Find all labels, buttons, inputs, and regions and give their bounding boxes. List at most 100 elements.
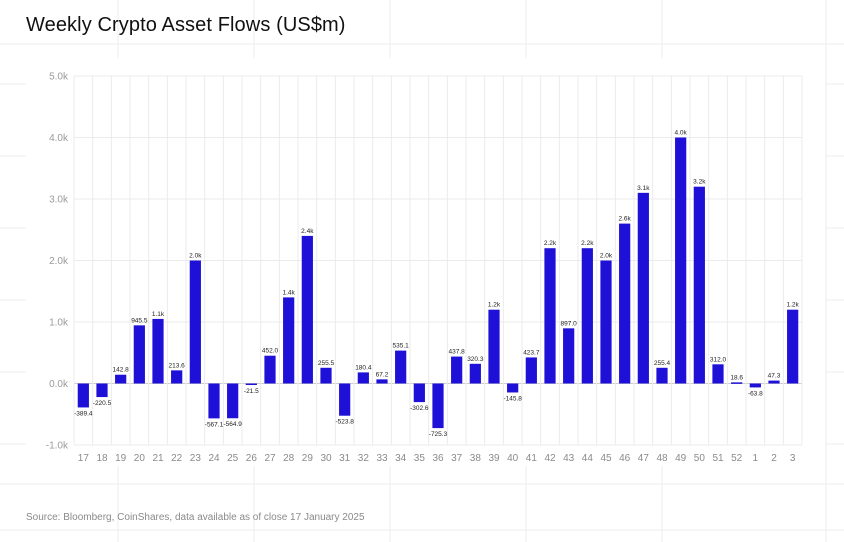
- data-label: 18.6: [730, 374, 743, 381]
- data-label: 1.2k: [488, 302, 501, 309]
- data-label: 255.5: [318, 360, 335, 367]
- x-tick-label: 19: [115, 453, 127, 464]
- data-label: -725.3: [429, 431, 448, 438]
- data-label: 312.0: [710, 356, 727, 363]
- x-tick-label: 42: [544, 453, 556, 464]
- x-tick-label: 18: [96, 453, 108, 464]
- x-tick-label: 30: [320, 453, 332, 464]
- x-tick-label: 52: [731, 453, 743, 464]
- data-label: 320.3: [467, 356, 484, 363]
- x-tick-label: 35: [414, 453, 426, 464]
- bar: [768, 380, 780, 384]
- x-tick-label: 33: [376, 453, 388, 464]
- data-label: -145.8: [503, 395, 522, 402]
- y-tick-label: 0.0k: [49, 379, 69, 390]
- y-tick-label: -1.0k: [46, 441, 69, 452]
- data-label: -389.4: [74, 410, 93, 417]
- bar: [544, 248, 556, 384]
- bar: [376, 379, 388, 384]
- data-label: -21.5: [244, 388, 259, 395]
- y-tick-label: 2.0k: [49, 256, 69, 267]
- bar: [637, 192, 649, 384]
- x-tick-label: 40: [507, 453, 519, 464]
- x-tick-label: 23: [190, 453, 202, 464]
- x-tick-label: 38: [470, 453, 482, 464]
- x-tick-label: 22: [171, 453, 183, 464]
- data-label: -63.8: [748, 390, 763, 397]
- data-label: -564.9: [223, 421, 242, 428]
- x-tick-label: 43: [563, 453, 575, 464]
- bar-chart: -1.0k 0.0k 1.0k 2.0k 3.0k 4.0k 5.0k -389.4 17 -22…: [46, 72, 803, 464]
- bar: [301, 235, 313, 384]
- data-label: 4.0k: [675, 130, 688, 137]
- x-tick-label: 24: [208, 453, 220, 464]
- bar: [488, 309, 500, 384]
- data-label: 2.2k: [581, 240, 594, 247]
- data-label: -567.1: [205, 421, 224, 428]
- x-tick-label: 48: [656, 453, 668, 464]
- bar: [171, 370, 183, 384]
- data-label: 3.2k: [693, 179, 706, 186]
- data-label: 2.2k: [544, 240, 557, 247]
- bar: [133, 325, 145, 384]
- x-tick-label: 37: [451, 453, 463, 464]
- bar: [152, 318, 164, 384]
- bar: [264, 355, 276, 384]
- data-label: -220.5: [93, 400, 112, 407]
- bar: [749, 383, 761, 388]
- x-tick-label: 21: [152, 453, 164, 464]
- x-tick-label: 20: [134, 453, 146, 464]
- data-label: 2.0k: [600, 253, 613, 260]
- bar: [395, 350, 407, 384]
- bar: [432, 383, 444, 429]
- data-label: 437.8: [449, 349, 466, 356]
- bar: [656, 367, 668, 384]
- bar: [693, 186, 705, 384]
- data-label: 2.6k: [619, 216, 632, 223]
- x-tick-label: 51: [712, 453, 724, 464]
- data-label: 1.4k: [283, 289, 296, 296]
- x-tick-label: 17: [78, 453, 90, 464]
- data-label: 3.1k: [637, 185, 650, 192]
- x-tick-label: 34: [395, 453, 407, 464]
- y-tick-label: 1.0k: [49, 318, 69, 329]
- bar: [413, 383, 425, 403]
- bar: [563, 328, 575, 384]
- y-tick-label: 3.0k: [49, 195, 69, 206]
- bar: [115, 374, 127, 384]
- data-label: 1.1k: [152, 311, 165, 318]
- bar: [525, 357, 537, 384]
- x-tick-label: 46: [619, 453, 631, 464]
- data-label: 945.5: [131, 317, 148, 324]
- x-tick-label: 44: [582, 453, 594, 464]
- bar: [357, 372, 369, 384]
- x-tick-label: 41: [526, 453, 538, 464]
- bar: [245, 383, 257, 385]
- bar: [189, 260, 201, 384]
- chart-card: -1.0k 0.0k 1.0k 2.0k 3.0k 4.0k 5.0k -389.4 17 -22…: [26, 58, 825, 466]
- data-label: -523.8: [335, 419, 354, 426]
- x-tick-label: 45: [600, 453, 612, 464]
- data-label: 423.7: [523, 349, 540, 356]
- data-label: 535.1: [393, 343, 410, 350]
- data-label: 142.8: [113, 367, 130, 374]
- data-label: 255.4: [654, 360, 671, 367]
- x-tick-label: 32: [358, 453, 370, 464]
- source-note: Source: Bloomberg, CoinShares, data avai…: [26, 512, 365, 523]
- bar: [96, 383, 108, 398]
- x-tick-label: 29: [302, 453, 314, 464]
- bar: [675, 137, 687, 384]
- bar: [339, 383, 351, 416]
- bar: [320, 367, 332, 384]
- x-tick-label: 47: [638, 453, 650, 464]
- x-tick-label: 1: [753, 453, 759, 464]
- data-label: 2.4k: [301, 228, 314, 235]
- bar: [77, 383, 89, 408]
- bar: [507, 383, 519, 393]
- data-label: 213.6: [169, 362, 186, 369]
- bar: [451, 356, 463, 384]
- bar: [731, 382, 743, 384]
- bar: [787, 309, 799, 384]
- bar: [600, 260, 612, 384]
- bar: [581, 248, 593, 384]
